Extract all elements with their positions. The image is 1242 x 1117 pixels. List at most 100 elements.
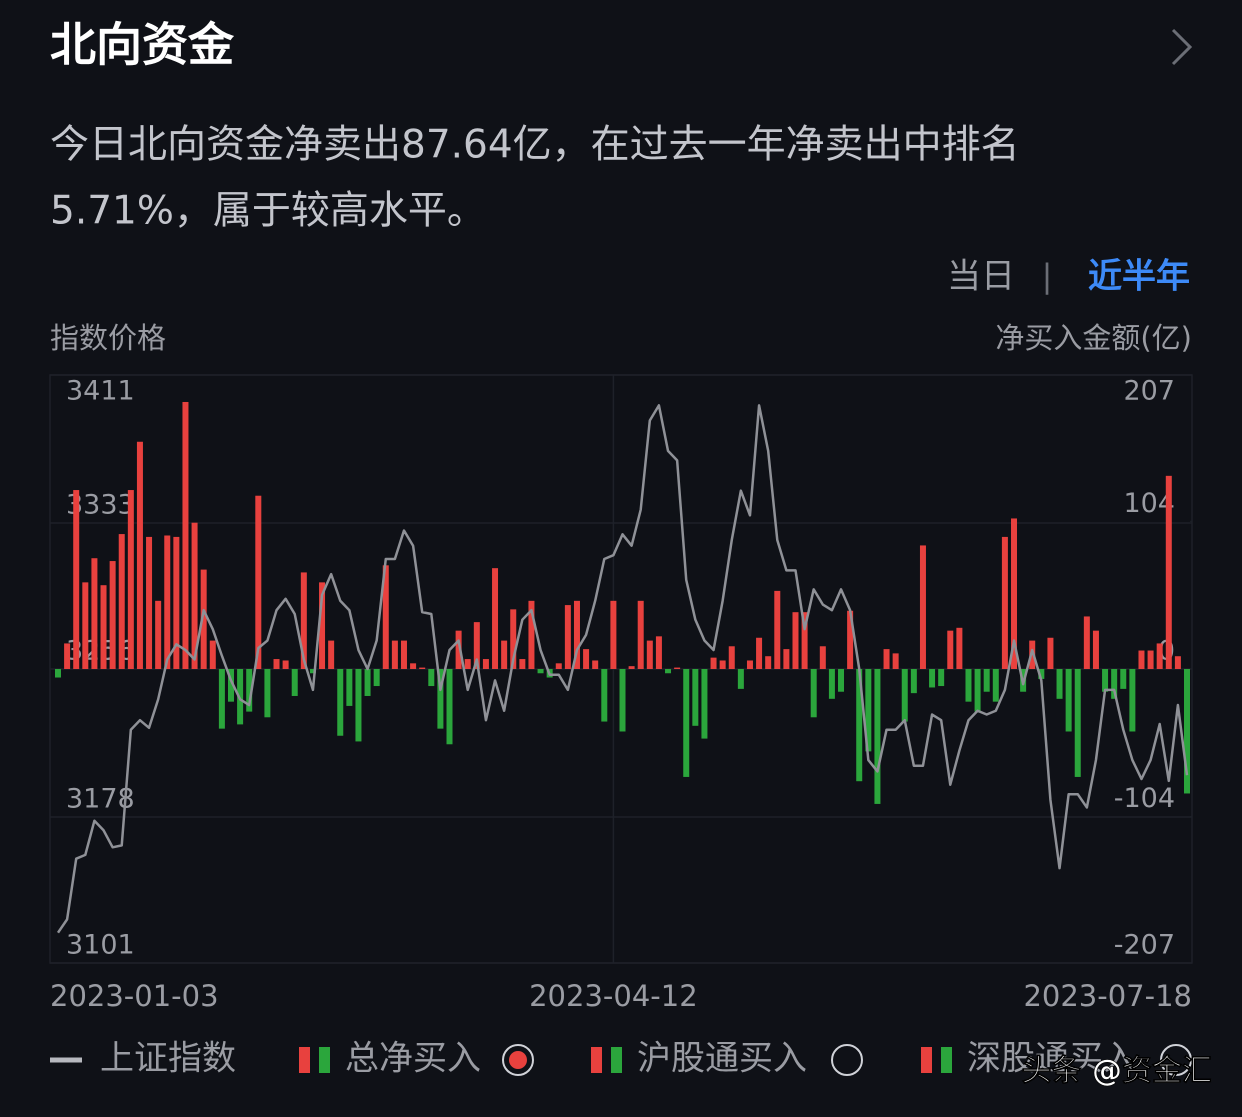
index-line (56, 404, 1189, 934)
bar (1011, 518, 1018, 669)
bar (728, 646, 735, 669)
y-axis-label: 指数价格 (50, 321, 166, 355)
bar (947, 630, 954, 669)
bar (118, 534, 125, 669)
bar (646, 640, 653, 669)
y2-tick-label: -104 (1114, 783, 1175, 814)
bar (73, 490, 80, 669)
plot: 31013178325633333411-207-10401042072023-… (50, 374, 1192, 1013)
bar (692, 669, 699, 726)
bar (82, 582, 89, 669)
bar (492, 568, 499, 669)
tab[interactable]: 当日 (947, 257, 1015, 297)
bar (555, 663, 562, 669)
bar (364, 669, 371, 696)
bar (255, 495, 262, 669)
bar (1102, 669, 1109, 692)
bar (919, 545, 926, 669)
bar (746, 660, 753, 669)
bar (437, 669, 444, 729)
bar (701, 669, 708, 739)
bar (1174, 656, 1181, 669)
bar (1038, 669, 1045, 679)
bar (655, 636, 662, 669)
bar (136, 441, 143, 669)
bar (510, 609, 517, 669)
bar (847, 610, 854, 669)
x-tick-label: 2023-01-03 (50, 979, 219, 1013)
radio-dot (509, 1051, 527, 1069)
tab[interactable]: 近半年 (1088, 257, 1190, 297)
bar (528, 600, 535, 669)
bar (173, 536, 180, 669)
radio[interactable] (831, 1044, 863, 1076)
watermark: 头条 @资金汇 (1022, 1054, 1212, 1089)
bar (127, 490, 134, 669)
legend-swatch (941, 1047, 952, 1073)
legend-swatch (591, 1047, 602, 1073)
radio[interactable] (1160, 1044, 1192, 1076)
bar (583, 649, 590, 669)
chevron[interactable] (1171, 28, 1193, 66)
bar (1138, 650, 1145, 669)
bar (674, 667, 681, 669)
bar (519, 659, 526, 669)
bar (264, 669, 271, 718)
bar (218, 669, 225, 729)
bar (109, 561, 116, 669)
bar (801, 612, 808, 669)
bar (182, 401, 189, 669)
bar (55, 669, 61, 678)
bar (391, 640, 398, 669)
bar (309, 669, 316, 674)
bar (819, 646, 826, 669)
bar (91, 558, 98, 669)
bar (1065, 669, 1072, 732)
bar (191, 522, 198, 669)
bar (828, 669, 835, 699)
bar (956, 627, 963, 669)
legend-label: 上证指数 (100, 1039, 236, 1079)
bar (892, 653, 899, 669)
bar (756, 637, 763, 669)
bar (273, 659, 280, 669)
bar (573, 600, 580, 669)
bar (428, 669, 435, 687)
y2-axis-label: 净买入金额(亿) (995, 321, 1192, 355)
legend-label[interactable]: 沪股通买入 (637, 1039, 807, 1079)
bar (628, 666, 635, 669)
bar (410, 663, 417, 669)
bar (1001, 536, 1008, 669)
bar (300, 572, 307, 669)
bar (683, 669, 690, 777)
bar (164, 535, 171, 669)
bar (665, 669, 672, 674)
y-tick-label: 3101 (66, 930, 135, 961)
description-line: 5.71%，属于较高水平。 (50, 189, 486, 234)
bar (346, 669, 353, 706)
bar (619, 669, 626, 732)
legend-label[interactable]: 深股通买入 (967, 1039, 1137, 1079)
bar (446, 669, 453, 745)
bar (710, 657, 717, 669)
bar (337, 669, 344, 736)
bar (1165, 475, 1172, 669)
tab-separator: | (1042, 257, 1053, 295)
bar (1047, 637, 1054, 669)
bar (100, 585, 107, 669)
bar (838, 669, 845, 692)
bar (765, 656, 772, 669)
bar (1074, 669, 1081, 777)
bar (637, 600, 644, 669)
bar (564, 605, 571, 669)
radio-selected[interactable] (502, 1044, 534, 1076)
legend-swatch (921, 1047, 932, 1073)
legend-label[interactable]: 总净买入 (345, 1039, 481, 1079)
bar (774, 590, 781, 669)
y2-tick-label: -207 (1114, 930, 1175, 961)
bar (965, 669, 972, 702)
bar (910, 669, 917, 694)
y2-tick-label: 207 (1123, 376, 1175, 407)
